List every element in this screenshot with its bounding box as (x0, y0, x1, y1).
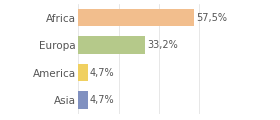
Bar (78, 91, 88, 109)
Bar (78, 36, 145, 54)
Text: 33,2%: 33,2% (147, 40, 178, 50)
Text: 4,7%: 4,7% (90, 68, 114, 78)
Bar (78, 64, 88, 81)
Text: 4,7%: 4,7% (90, 95, 114, 105)
Text: 57,5%: 57,5% (196, 13, 227, 23)
Bar (78, 9, 194, 27)
